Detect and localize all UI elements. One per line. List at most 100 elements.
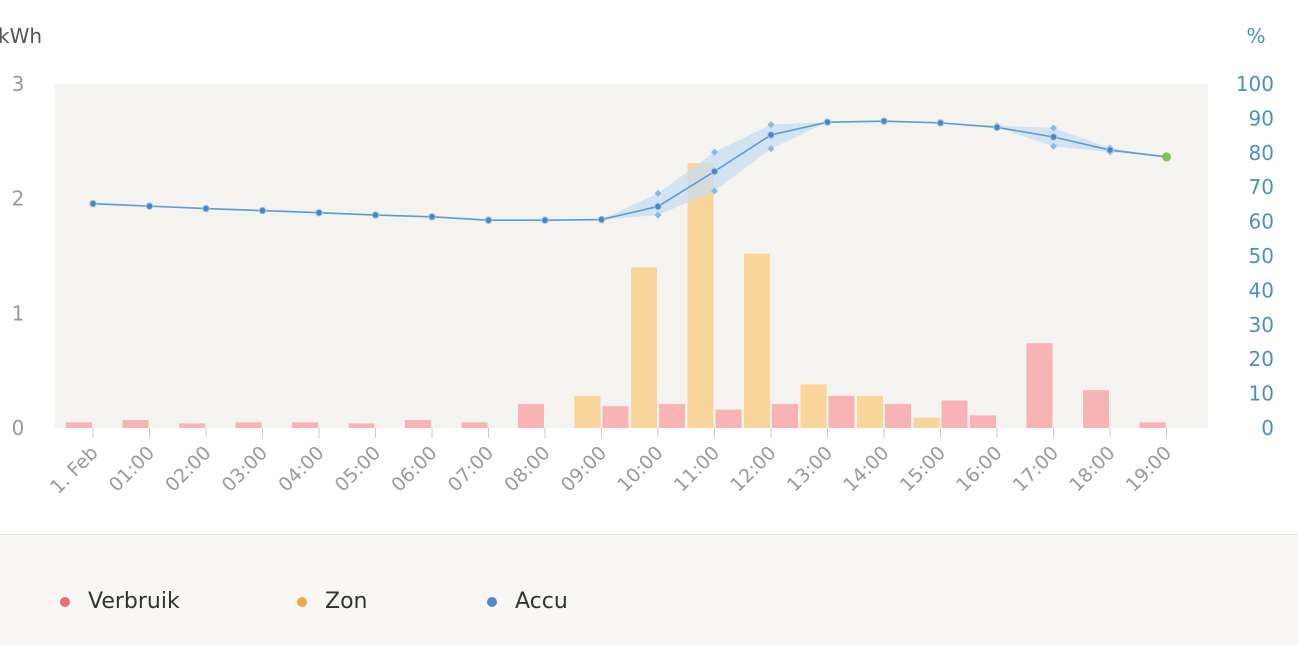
- right-tick-label: 30: [1249, 313, 1274, 337]
- bar-verbruik: [179, 423, 205, 428]
- accu-range-band: [93, 121, 1167, 221]
- bar-verbruik: [970, 415, 996, 428]
- legend-label-accu: Accu: [515, 589, 568, 614]
- accu-range-marker: [767, 145, 775, 153]
- accu-point: [1162, 152, 1171, 162]
- x-tick-label: 1. Feb: [46, 442, 102, 498]
- x-tick-label: 03:00: [218, 442, 272, 496]
- x-tick-label: 04:00: [274, 442, 328, 496]
- bar-verbruik: [1083, 390, 1109, 428]
- accu-line: [92, 120, 1167, 222]
- bar-verbruik: [941, 400, 968, 428]
- bar-verbruik: [66, 422, 92, 428]
- bar-verbruik: [1139, 422, 1166, 428]
- accu-point: [710, 167, 719, 176]
- x-tick-label: 05:00: [331, 442, 385, 496]
- bar-verbruik: [348, 423, 375, 428]
- legend-item-accu[interactable]: Accu: [487, 589, 568, 614]
- accu-point: [767, 131, 775, 139]
- x-tick-label: 18:00: [1065, 442, 1119, 496]
- left-axis-unit: kWh: [0, 24, 42, 48]
- bar-verbruik: [602, 406, 629, 428]
- legend-dot-accu-icon: [487, 596, 497, 607]
- left-tick-label: 0: [12, 416, 25, 440]
- accu-point: [1049, 133, 1058, 141]
- bar-verbruik: [461, 422, 488, 428]
- right-tick-label: 100: [1236, 72, 1274, 96]
- accu-point: [823, 118, 832, 126]
- accu-point: [993, 123, 1001, 132]
- legend-label-zon: Zon: [325, 589, 368, 614]
- x-tick-label: 01:00: [105, 442, 159, 496]
- x-tick-label: 12:00: [726, 442, 780, 496]
- bar-verbruik: [518, 403, 544, 428]
- accu-range-marker: [767, 121, 775, 129]
- legend-item-verbruik[interactable]: Verbruik: [60, 589, 180, 614]
- bar-verbruik: [292, 422, 318, 428]
- right-tick-label: 10: [1249, 382, 1274, 406]
- legend: Verbruik Zon Accu: [0, 535, 1298, 645]
- accu-range-marker: [1050, 142, 1057, 150]
- bar-zon: [913, 417, 940, 428]
- legend-label-verbruik: Verbruik: [88, 589, 180, 614]
- x-tick-label: 17:00: [1009, 442, 1063, 496]
- right-axis-unit: %: [1246, 24, 1265, 48]
- left-tick-label: 3: [12, 72, 25, 96]
- accu-point: [202, 204, 210, 213]
- accu-point: [484, 216, 493, 225]
- accu-point: [371, 211, 380, 219]
- legend-dot-zon-icon: [297, 596, 307, 607]
- chart-area: kWh% 0 1 2 3 0 10 20 30 40 50 60 70 80 90 100 1. Feb 01:0…: [0, 24, 1274, 499]
- x-tick-label: 11:00: [670, 442, 724, 496]
- right-tick-label: 20: [1249, 347, 1274, 371]
- accu-point: [145, 202, 154, 210]
- x-tick-label: 08:00: [500, 442, 554, 496]
- accu-point: [936, 119, 945, 127]
- x-tick-label: 06:00: [387, 442, 441, 496]
- bar-zon: [631, 267, 657, 428]
- x-tick-label: 02:00: [161, 442, 215, 496]
- bar-zon: [744, 253, 770, 428]
- divider: [0, 534, 1298, 535]
- accu-range-marker: [711, 148, 718, 156]
- accu-point: [315, 208, 323, 217]
- right-tick-label: 70: [1249, 175, 1274, 199]
- accu-point: [597, 215, 606, 224]
- accu-point: [428, 212, 436, 221]
- bar-verbruik: [659, 403, 685, 428]
- x-tick-label: 07:00: [444, 442, 498, 496]
- accu-point: [541, 216, 549, 225]
- right-tick-label: 90: [1249, 106, 1274, 130]
- accu-range-marker: [654, 211, 662, 219]
- right-tick-label: 60: [1249, 210, 1274, 234]
- left-tick-label: 2: [12, 187, 25, 211]
- bar-zon: [857, 395, 883, 428]
- x-tick-label: 14:00: [839, 442, 893, 496]
- bar-zon: [574, 395, 601, 428]
- accu-range-marker: [711, 187, 718, 195]
- bar-verbruik: [405, 419, 431, 428]
- bar-verbruik: [122, 419, 149, 428]
- bar-zon: [800, 384, 827, 428]
- x-tick-label: 15:00: [896, 442, 950, 496]
- accu-point: [880, 117, 888, 125]
- bar-zon: [687, 163, 714, 428]
- bar-verbruik: [235, 422, 262, 428]
- legend-item-zon[interactable]: Zon: [297, 589, 367, 614]
- bar-verbruik: [1026, 343, 1053, 428]
- x-tick-label: 19:00: [1122, 442, 1176, 496]
- left-tick-label: 1: [12, 301, 25, 325]
- legend-dot-verbruik-icon: [60, 596, 70, 607]
- bar-verbruik: [772, 403, 798, 428]
- right-tick-label: 80: [1249, 141, 1274, 165]
- accu-point: [1106, 146, 1114, 154]
- bar-verbruik: [885, 403, 911, 428]
- right-tick-label: 50: [1249, 244, 1274, 268]
- x-tick-label: 13:00: [783, 442, 837, 496]
- accu-point: [89, 199, 97, 208]
- bar-verbruik: [828, 395, 855, 428]
- x-tick-label: 09:00: [557, 442, 611, 496]
- accu-point: [654, 202, 662, 211]
- x-tick-label: 10:00: [613, 442, 667, 496]
